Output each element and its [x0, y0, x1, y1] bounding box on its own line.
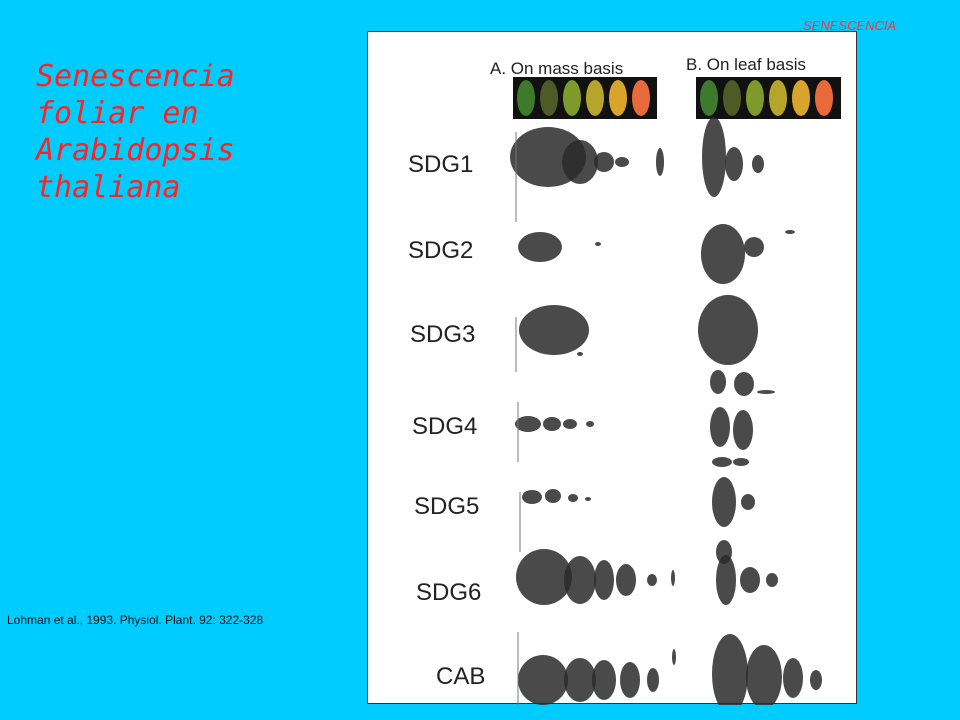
blot-band — [518, 655, 568, 705]
blot-band — [734, 372, 754, 396]
slide-title: Senescencia foliar en Arabidopsis thalia… — [36, 58, 336, 206]
leaf-image — [815, 80, 833, 116]
gene-label-sdg6: SDG6 — [416, 579, 481, 606]
panel-a-title: A. On mass basis — [490, 59, 623, 78]
blot-band — [519, 305, 589, 355]
leaf-images-b — [700, 80, 833, 116]
blot-band — [740, 567, 760, 593]
blot-band — [586, 421, 594, 427]
slide-title-line: thaliana — [36, 170, 181, 205]
gene-label-sdg1: SDG1 — [408, 151, 473, 178]
blot-band — [568, 494, 578, 502]
slide-title-line: foliar en — [36, 96, 199, 131]
gene-label-sdg2: SDG2 — [408, 237, 473, 264]
blot-band — [702, 117, 726, 197]
blot-band — [710, 370, 726, 394]
blot-band — [656, 148, 664, 176]
leaf-images-a — [517, 80, 650, 116]
blot-band — [733, 458, 749, 466]
leaf-image — [517, 80, 535, 116]
leaf-image — [609, 80, 627, 116]
blot-band — [733, 410, 753, 450]
slide-title-line: Senescencia — [36, 59, 235, 94]
leaf-image — [632, 80, 650, 116]
blot-band — [594, 152, 614, 172]
blot-band — [564, 556, 596, 604]
blot-band — [585, 497, 591, 501]
blot-band — [698, 295, 758, 365]
leaf-image — [700, 80, 718, 116]
blot-band — [518, 232, 562, 262]
blot-band — [752, 155, 764, 173]
blot-band — [701, 224, 745, 284]
blot-band — [810, 670, 822, 690]
gene-label-cab: CAB — [436, 663, 485, 690]
blot-band — [710, 407, 730, 447]
blot-image: A. On mass basis B. On leaf basis SDG1 S… — [408, 55, 841, 705]
blot-band — [716, 555, 736, 605]
blot-band — [647, 574, 657, 586]
blot-band — [616, 564, 636, 596]
blot-bands — [510, 117, 822, 705]
blot-band — [515, 416, 541, 432]
leaf-image — [563, 80, 581, 116]
blot-band — [783, 658, 803, 698]
blot-band — [671, 570, 675, 586]
leaf-image — [769, 80, 787, 116]
northern-blot-figure: A. On mass basis B. On leaf basis SDG1 S… — [367, 31, 857, 705]
blot-band — [543, 417, 561, 431]
gene-label-sdg5: SDG5 — [414, 493, 479, 520]
blot-band — [594, 560, 614, 600]
blot-band — [725, 147, 743, 181]
blot-band — [744, 237, 764, 257]
blot-band — [522, 490, 542, 504]
blot-band — [620, 662, 640, 698]
blot-band — [766, 573, 778, 587]
gene-label-sdg3: SDG3 — [410, 321, 475, 348]
gene-label-sdg4: SDG4 — [412, 413, 477, 440]
blot-band — [647, 668, 659, 692]
blot-band — [564, 658, 596, 702]
leaf-image — [746, 80, 764, 116]
blot-band — [712, 457, 732, 467]
blot-band — [712, 477, 736, 527]
panel-b-title: B. On leaf basis — [686, 55, 806, 74]
blot-band — [516, 549, 572, 605]
slide-title-line: Arabidopsis — [36, 133, 235, 168]
blot-band — [563, 419, 577, 429]
blot-band — [562, 140, 598, 184]
leaf-image — [792, 80, 810, 116]
blot-band — [746, 645, 782, 705]
leaf-image — [723, 80, 741, 116]
blot-band — [592, 660, 616, 700]
blot-band — [595, 242, 601, 246]
blot-band — [577, 352, 583, 356]
header-label: SENESCENCIA — [803, 18, 897, 33]
blot-band — [672, 649, 676, 665]
blot-band — [741, 494, 755, 510]
blot-band — [785, 230, 795, 234]
leaf-image — [586, 80, 604, 116]
citation: Lohman et al., 1993. Physiol. Plant. 92:… — [7, 613, 264, 627]
blot-band — [615, 157, 629, 167]
leaf-image — [540, 80, 558, 116]
blot-band — [712, 634, 748, 705]
blot-band — [757, 390, 775, 394]
blot-band — [545, 489, 561, 503]
